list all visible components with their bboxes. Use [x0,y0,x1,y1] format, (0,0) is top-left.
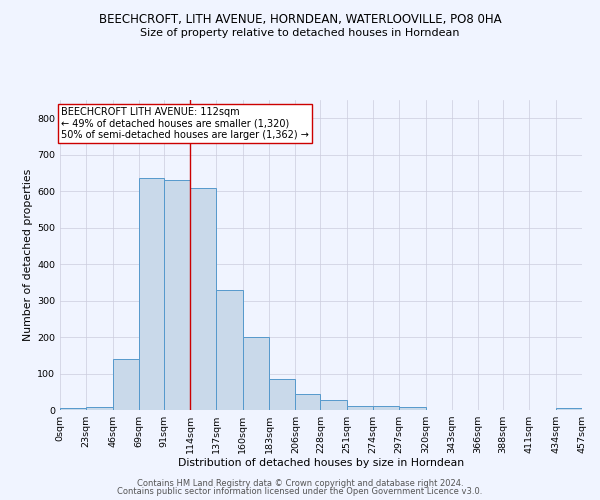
Bar [190,188,217,410]
Bar [399,407,425,410]
Bar [347,406,373,410]
Text: Contains HM Land Registry data © Crown copyright and database right 2024.: Contains HM Land Registry data © Crown c… [137,478,463,488]
Bar [139,178,164,410]
Text: Contains public sector information licensed under the Open Government Licence v3: Contains public sector information licen… [118,487,482,496]
Text: Size of property relative to detached houses in Horndean: Size of property relative to detached ho… [140,28,460,38]
Bar [217,290,243,410]
Bar [164,180,190,410]
Bar [556,408,582,410]
Text: BEECHCROFT, LITH AVENUE, HORNDEAN, WATERLOOVILLE, PO8 0HA: BEECHCROFT, LITH AVENUE, HORNDEAN, WATER… [98,12,502,26]
Bar [86,407,113,410]
Text: BEECHCROFT LITH AVENUE: 112sqm
← 49% of detached houses are smaller (1,320)
50% : BEECHCROFT LITH AVENUE: 112sqm ← 49% of … [61,108,309,140]
Bar [113,359,139,410]
Bar [269,379,295,410]
Y-axis label: Number of detached properties: Number of detached properties [23,169,33,341]
Bar [295,394,320,410]
Bar [320,400,347,410]
Bar [243,337,269,410]
Bar [60,408,86,410]
X-axis label: Distribution of detached houses by size in Horndean: Distribution of detached houses by size … [178,458,464,468]
Bar [373,406,399,410]
